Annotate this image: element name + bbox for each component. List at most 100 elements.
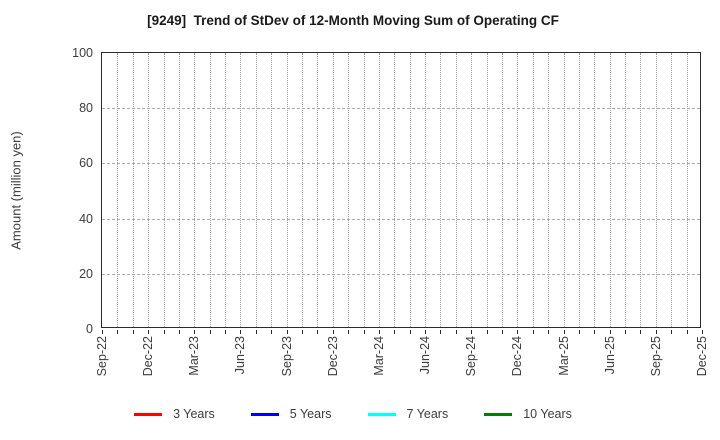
gridline-vertical xyxy=(517,53,519,327)
gridline-vertical xyxy=(332,53,334,327)
gridline-vertical xyxy=(378,53,380,327)
gridline-vertical xyxy=(640,53,642,327)
gridline-vertical xyxy=(209,53,211,327)
x-tick-mark xyxy=(378,330,380,334)
x-tick-label: Dec-23 xyxy=(325,336,340,377)
x-tick-mark xyxy=(640,330,642,334)
x-tick-mark xyxy=(532,330,534,334)
gridline-vertical xyxy=(578,53,580,327)
gridline-horizontal xyxy=(102,218,700,220)
legend-swatch xyxy=(134,412,163,416)
x-tick-label: Sep-23 xyxy=(279,336,294,377)
x-tick-mark xyxy=(425,330,427,334)
x-tick-mark xyxy=(163,330,165,334)
x-tick-mark xyxy=(255,330,257,334)
gridline-vertical xyxy=(271,53,273,327)
x-tick-label: Dec-22 xyxy=(141,336,156,377)
x-tick-mark xyxy=(671,330,673,334)
legend-swatch xyxy=(250,412,279,416)
y-tick-label: 20 xyxy=(79,266,93,281)
gridline-vertical xyxy=(686,53,688,327)
x-tick-mark xyxy=(194,330,196,334)
gridline-vertical xyxy=(163,53,165,327)
gridline-vertical xyxy=(394,53,396,327)
x-tick-mark xyxy=(686,330,688,334)
gridline-vertical xyxy=(225,53,227,327)
legend-label: 3 Years xyxy=(173,407,215,421)
x-tick-mark xyxy=(394,330,396,334)
gridline-vertical xyxy=(178,53,180,327)
gridline-vertical xyxy=(132,53,134,327)
legend-swatch xyxy=(484,412,513,416)
x-tick-mark xyxy=(486,330,488,334)
legend-swatch xyxy=(367,412,396,416)
gridline-vertical xyxy=(486,53,488,327)
gridline-horizontal xyxy=(102,163,700,165)
x-tick-mark xyxy=(225,330,227,334)
gridline-vertical xyxy=(625,53,627,327)
x-tick-mark xyxy=(286,330,288,334)
x-tick-label: Sep-24 xyxy=(464,336,479,377)
x-tick-mark xyxy=(240,330,242,334)
x-tick-label: Mar-24 xyxy=(371,336,386,376)
legend-label: 5 Years xyxy=(289,407,332,421)
x-tick-label: Jun-25 xyxy=(602,336,617,375)
y-tick-label: 60 xyxy=(79,156,93,171)
gridline-vertical xyxy=(471,53,473,327)
x-tick-mark xyxy=(148,330,150,334)
x-tick-mark xyxy=(317,330,319,334)
x-tick-mark xyxy=(409,330,411,334)
x-tick-mark xyxy=(132,330,134,334)
gridline-vertical xyxy=(594,53,596,327)
x-tick-label: Jun-24 xyxy=(418,336,433,375)
y-tick-label: 40 xyxy=(79,211,93,226)
y-tick-label: 100 xyxy=(72,46,93,60)
gridline-horizontal xyxy=(102,273,700,275)
x-tick-mark xyxy=(440,330,442,334)
gridline-horizontal xyxy=(102,108,700,110)
x-tick-label: Sep-22 xyxy=(95,336,109,377)
x-tick-mark xyxy=(625,330,627,334)
x-tick-mark xyxy=(348,330,350,334)
x-tick-mark xyxy=(102,330,103,334)
x-tick-mark xyxy=(609,330,611,334)
x-tick-mark xyxy=(471,330,473,334)
x-tick-mark xyxy=(517,330,519,334)
legend: 3 Years 5 Years 7 Years 10 Years xyxy=(0,407,706,421)
legend-label: 7 Years xyxy=(406,407,449,421)
x-tick-label: Dec-25 xyxy=(695,336,709,377)
gridline-vertical xyxy=(440,53,442,327)
gridline-vertical xyxy=(425,53,427,327)
gridline-vertical xyxy=(455,53,457,327)
legend-label: 10 Years xyxy=(523,407,572,421)
x-tick-mark xyxy=(655,330,657,334)
x-tick-mark xyxy=(502,330,503,334)
x-tick-label: Mar-25 xyxy=(556,336,571,376)
x-tick-mark xyxy=(563,330,565,334)
gridline-vertical xyxy=(255,53,257,327)
y-tick-label: 80 xyxy=(79,101,93,116)
gridline-vertical xyxy=(317,53,319,327)
gridline-vertical xyxy=(609,53,611,327)
x-tick-label: Jun-23 xyxy=(233,336,248,375)
x-tick-mark xyxy=(702,330,703,334)
x-tick-mark xyxy=(302,330,303,334)
gridline-vertical xyxy=(348,53,350,327)
gridline-vertical xyxy=(548,53,550,327)
x-tick-mark xyxy=(363,330,365,334)
gridline-vertical xyxy=(240,53,242,327)
x-tick-mark xyxy=(455,330,457,334)
legend-item: 10 Years xyxy=(484,407,572,421)
gridline-vertical xyxy=(117,53,119,327)
gridline-vertical xyxy=(302,53,303,327)
gridline-vertical xyxy=(363,53,365,327)
gridline-vertical xyxy=(502,53,503,327)
x-tick-mark xyxy=(578,330,580,334)
x-tick-mark xyxy=(332,330,334,334)
gridline-vertical xyxy=(194,53,196,327)
gridline-vertical xyxy=(671,53,673,327)
legend-item: 3 Years xyxy=(134,407,215,421)
gridline-vertical xyxy=(148,53,150,327)
x-tick-label: Sep-25 xyxy=(648,336,663,377)
